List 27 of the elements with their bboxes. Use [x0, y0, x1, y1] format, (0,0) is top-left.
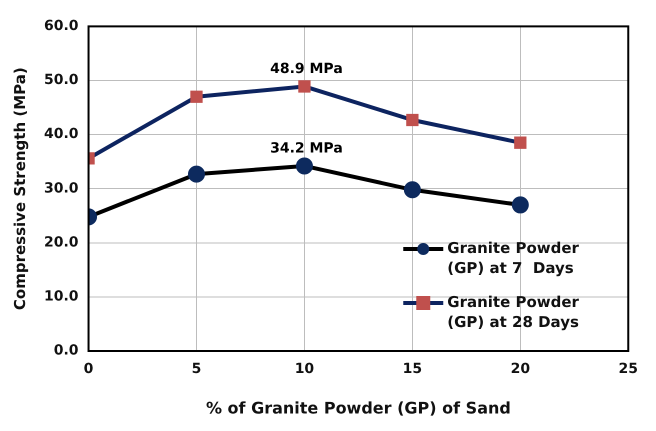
- x-tick-label: 15: [402, 361, 422, 378]
- point: [406, 114, 419, 126]
- x-tick-label: 25: [618, 361, 638, 378]
- x-axis-title: % of Granite Powder (GP) of Sand: [206, 398, 511, 418]
- point: [514, 136, 526, 149]
- x-tick-label: 20: [510, 361, 530, 378]
- y-tick-label: 50.0: [44, 72, 79, 88]
- legend-label: Granite Powder (GP) at 28 Days: [447, 292, 580, 331]
- point: [296, 157, 313, 174]
- point: [404, 181, 421, 198]
- x-tick-label: 5: [192, 361, 202, 378]
- y-tick-label: 20.0: [44, 234, 79, 250]
- annotation: 34.2 MPa: [270, 140, 343, 157]
- x-tick-label: 10: [294, 361, 314, 378]
- legend-label: Granite Powder (GP) at 7 Days: [447, 238, 580, 277]
- y-tick-label: 30.0: [44, 180, 79, 196]
- y-tick-label: 40.0: [44, 126, 79, 142]
- y-tick-label: 10.0: [44, 288, 79, 305]
- point: [298, 80, 311, 93]
- annotation: 48.9 MPa: [270, 61, 343, 78]
- y-axis-title: Compressive Strength (MPa): [10, 67, 29, 310]
- y-tick-label: 60.0: [44, 18, 79, 34]
- point: [512, 196, 529, 214]
- point: [188, 166, 205, 183]
- y-tick-label: 0.0: [54, 342, 79, 359]
- x-tick-label: 0: [84, 361, 94, 378]
- point: [190, 90, 203, 103]
